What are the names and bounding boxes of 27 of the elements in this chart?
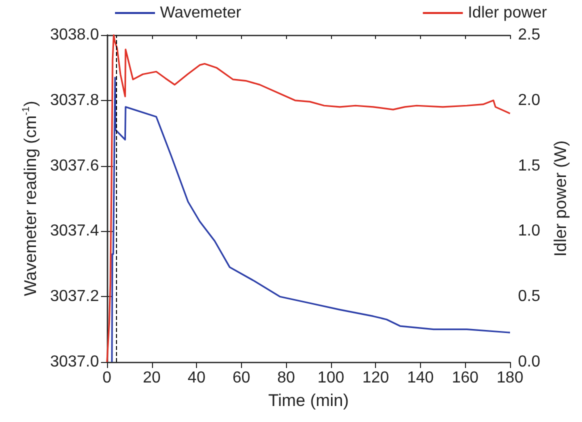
x-tick-label: 140 — [407, 370, 434, 386]
y-tick-label: 3037.6 — [50, 157, 100, 174]
y2-tick-label: 1.5 — [518, 157, 540, 174]
x-tick-label: 160 — [452, 370, 479, 386]
x-tick-label: 40 — [188, 370, 206, 386]
y2-tick-label: 1.0 — [518, 222, 540, 240]
y2-tick-label: 2.0 — [518, 92, 540, 109]
y-axis-title: Wavemeter reading (cm-1) — [21, 100, 40, 296]
x-tick-label: 120 — [362, 370, 390, 386]
y2-tick-label: 0.5 — [518, 288, 540, 306]
y-tick-label: 3037.4 — [50, 222, 100, 240]
y2-tick-label: 2.5 — [518, 26, 540, 44]
x-tick-label: 80 — [277, 370, 296, 386]
x-tick-label: 100 — [318, 370, 344, 386]
y-tick-label: 3037.0 — [50, 354, 100, 370]
x-tick-label: 0 — [102, 370, 112, 386]
x-tick-label: 20 — [142, 370, 161, 386]
y2-axis-title: Idler power (W) — [551, 140, 570, 257]
x-tick-label: 180 — [496, 370, 524, 386]
y-tick-label: 3037.8 — [50, 92, 100, 109]
x-axis-title: Time (min) — [268, 391, 349, 410]
y-tick-label: 3037.2 — [50, 288, 100, 306]
y2-tick-label: 0.0 — [518, 354, 540, 370]
x-tick-label: 60 — [232, 370, 250, 386]
y-tick-label: 3038.0 — [50, 26, 100, 44]
legend-label: Idler power — [468, 4, 548, 22]
legend-label: Wavemeter — [160, 4, 242, 22]
